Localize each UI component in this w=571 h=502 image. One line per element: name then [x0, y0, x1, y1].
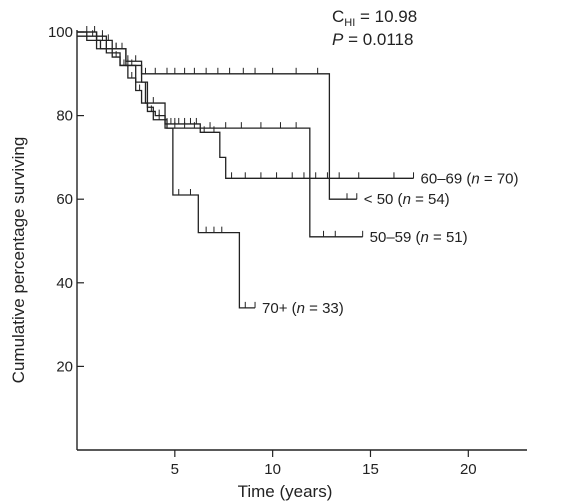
series-label-60-69: 60–69 (n = 70) [421, 170, 519, 187]
x-tick-label: 20 [460, 461, 477, 478]
survival-curves [77, 26, 415, 309]
axis-ticks: 5 10 15 20 20 40 60 80 100 [48, 24, 477, 478]
y-tick-label: 60 [56, 191, 73, 208]
curve-line-60-69 [77, 31, 414, 179]
y-tick-label: 80 [56, 108, 73, 125]
y-tick-label: 40 [56, 275, 73, 292]
series-labels: 60–69 (n = 70) < 50 (n = 54) 50–59 (n = 51… [262, 170, 518, 317]
y-tick-label: 20 [56, 358, 73, 375]
chi-subscript: HI [344, 17, 355, 29]
curve-60-69 [77, 31, 415, 179]
x-tick-label: 10 [264, 461, 281, 478]
chi-value: = 10.98 [355, 7, 417, 26]
y-axis-title: Cumulative percentage surviving [9, 137, 28, 384]
curve-70 [77, 31, 256, 309]
p-symbol: P [332, 30, 344, 49]
curve-50-59 [77, 30, 364, 238]
curve-50 [77, 26, 358, 200]
axes [76, 30, 527, 451]
x-axis-title: Time (years) [238, 482, 333, 501]
curve-line-50-59 [77, 35, 363, 238]
x-tick-label: 5 [171, 461, 179, 478]
series-label-50: < 50 (n = 54) [364, 191, 450, 208]
y-tick-label: 100 [48, 24, 73, 41]
series-label-70: 70+ (n = 33) [262, 300, 344, 317]
p-number: = 0.0118 [343, 30, 413, 49]
chi-statistic: CHI = 10.98 [332, 7, 417, 29]
curve-line-70 [77, 31, 256, 309]
p-value: P = 0.0118 [332, 30, 413, 49]
chi-prefix: C [332, 7, 344, 26]
series-label-50-59: 50–59 (n = 51) [370, 229, 468, 246]
curve-line-50 [77, 31, 357, 200]
x-tick-label: 15 [362, 461, 379, 478]
